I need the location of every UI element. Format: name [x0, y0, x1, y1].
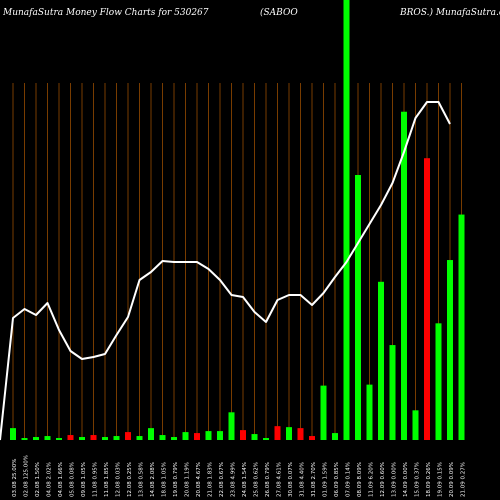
money-flow-bar	[378, 281, 384, 440]
date-tick-label: 06.09 0.85%	[334, 462, 340, 497]
money-flow-line	[0, 101, 451, 441]
money-flow-bar	[67, 435, 74, 440]
title-middle-text: (SABOO	[260, 8, 298, 18]
money-flow-bar	[309, 436, 315, 440]
chart-title: MunafaSutra Money Flow Charts for 530267…	[3, 8, 500, 22]
date-tick-label: 01.09 1.59%	[323, 462, 329, 497]
date-tick-label: 25.08 0.62%	[254, 462, 260, 497]
money-flow-bar	[424, 158, 430, 440]
date-tick-label: 27.08 4.61%	[277, 462, 283, 497]
date-tick-label: 18.08 1.05%	[162, 462, 168, 497]
money-flow-bar	[447, 260, 453, 440]
date-tick-label: 20.09 0.09%	[449, 462, 455, 497]
date-tick-label: 13.09 0.00%	[392, 462, 398, 497]
date-tick-label: 31.08 4.40%	[300, 462, 306, 497]
date-tick-label: 30.08 0.07%	[288, 462, 294, 497]
date-tick-label: 12.08 0.25%	[127, 462, 133, 497]
date-tick-label: 15.09 0.37%	[415, 462, 421, 497]
date-tick-label: 04.08 1.66%	[58, 462, 64, 497]
money-flow-bar	[171, 437, 177, 440]
money-flow-bar	[228, 412, 235, 440]
date-tick-label: 02.08 125.00%	[24, 455, 30, 497]
money-flow-bar	[343, 0, 350, 440]
date-tick-label: 14.09 0.00%	[403, 462, 409, 497]
money-flow-bar	[125, 432, 131, 440]
money-flow-bar	[274, 426, 281, 440]
money-flow-bar	[102, 437, 108, 440]
date-tick-label: 20.08 1.19%	[185, 462, 191, 497]
money-flow-bar	[320, 385, 327, 440]
title-left-text: MunafaSutra Money Flow Charts for 530267	[3, 8, 209, 18]
date-tick-label: 18.09 0.26%	[426, 462, 432, 497]
date-tick-label: 31.08 2.70%	[311, 462, 317, 497]
date-tick-label: 07.09 0.14%	[346, 462, 352, 497]
money-flow-bar	[435, 323, 442, 440]
date-tick-label: 05.08 0.08%	[70, 462, 76, 497]
date-tick-label: 23.08 4.99%	[231, 462, 237, 497]
money-flow-bar	[251, 434, 258, 440]
money-flow-bar	[217, 431, 223, 440]
date-tick-label: 24.08 1.54%	[242, 462, 248, 497]
money-flow-bar	[113, 436, 120, 440]
money-flow-bar	[366, 384, 373, 440]
money-flow-bar	[79, 437, 85, 440]
date-tick-label: 14.08 2.08%	[150, 462, 156, 497]
date-tick-label: 26.08 0.79%	[265, 462, 271, 497]
money-flow-bar	[458, 214, 465, 440]
date-tick-label: 09.08 1.05%	[81, 462, 87, 497]
money-flow-bar	[240, 430, 246, 440]
date-tick-label: 04.08 2.02%	[47, 462, 53, 497]
money-flow-bar	[286, 427, 292, 440]
money-flow-bar	[56, 438, 62, 440]
money-flow-bar	[297, 428, 304, 440]
money-flow-bar	[355, 175, 361, 440]
date-tick-label: 02.08 1.50%	[35, 462, 41, 497]
money-flow-bar	[90, 435, 97, 440]
date-tick-label: 13.08 0.58%	[139, 462, 145, 497]
date-tick-label: 22.08 0.67%	[219, 462, 225, 497]
date-tick-label: 11.08 1.85%	[104, 462, 110, 497]
title-right-text: BROS.) MunafaSutra.com	[400, 8, 500, 18]
date-tick-label: 12.08 0.03%	[116, 462, 122, 497]
date-tick-label: 03.08 25.00%	[12, 459, 18, 497]
date-tick-label: 20.08 4.67%	[196, 462, 202, 497]
money-flow-bar	[332, 433, 338, 440]
date-tick-label: 11.09 6.20%	[369, 462, 375, 497]
money-flow-bar	[401, 111, 407, 440]
money-flow-bar	[412, 410, 419, 440]
money-flow-bar	[263, 438, 269, 440]
date-tick-label: 12.09 0.60%	[380, 462, 386, 497]
date-tick-label: 19.09 0.15%	[438, 462, 444, 497]
money-flow-bar	[389, 345, 396, 440]
date-tick-label: 08.09 8.09%	[357, 462, 363, 497]
money-flow-bar	[194, 433, 200, 440]
money-flow-bar	[21, 438, 28, 440]
money-flow-bar	[10, 428, 16, 440]
money-flow-bar	[205, 431, 212, 440]
date-tick-label: 11.08 0.95%	[93, 462, 99, 497]
date-tick-label: 21.09 0.27%	[461, 462, 467, 497]
money-flow-bar	[33, 437, 39, 440]
date-tick-label: 21.08 1.83%	[208, 462, 214, 497]
money-flow-bar	[44, 436, 51, 440]
money-flow-bar	[182, 432, 189, 440]
money-flow-bar	[148, 428, 154, 440]
date-tick-label: 19.08 0.79%	[173, 462, 179, 497]
money-flow-bar	[136, 436, 143, 440]
money-flow-bar	[159, 435, 166, 440]
